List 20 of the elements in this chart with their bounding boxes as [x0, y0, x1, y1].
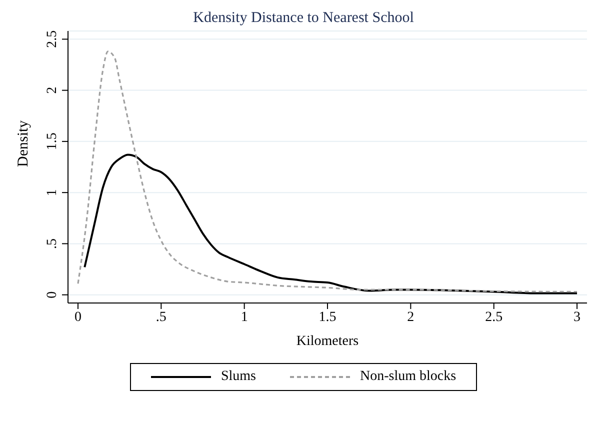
x-tick-label: 2.5: [485, 310, 503, 325]
line-series: [84, 154, 578, 294]
y-tick-label: 2: [45, 86, 60, 94]
y-tick-label: 1: [45, 189, 60, 196]
legend-label: Non-slum blocks: [360, 369, 456, 385]
x-tick-label: 1.5: [318, 310, 336, 325]
y-axis-title: Density: [15, 120, 32, 167]
x-tick-label: 2: [407, 310, 414, 325]
x-axis-title: Kilometers: [296, 334, 359, 349]
y-tick-label: 1.5: [45, 132, 60, 150]
y-tick-label: 0: [45, 291, 60, 298]
x-tick-label: .5: [156, 310, 166, 325]
x-tick-label: 0: [74, 310, 82, 325]
y-tick-label: .5: [45, 238, 60, 249]
x-tick-label: 3: [574, 310, 581, 325]
x-tick-label: 1: [240, 310, 248, 325]
legend-label: Slums: [220, 369, 256, 385]
y-tick-label: 2.5: [45, 30, 60, 48]
chart-title: Kdensity Distance to Nearest School: [192, 9, 415, 27]
line-series: [77, 50, 578, 293]
